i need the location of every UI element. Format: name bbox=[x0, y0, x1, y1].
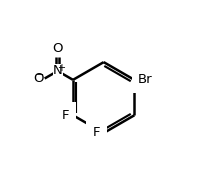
Text: F: F bbox=[93, 127, 100, 139]
Text: +: + bbox=[58, 63, 65, 73]
Text: O: O bbox=[52, 42, 63, 55]
Text: N: N bbox=[53, 64, 62, 78]
Text: O: O bbox=[33, 72, 44, 85]
Text: Br: Br bbox=[138, 73, 153, 86]
Text: −: − bbox=[36, 70, 44, 81]
Text: F: F bbox=[62, 109, 70, 122]
